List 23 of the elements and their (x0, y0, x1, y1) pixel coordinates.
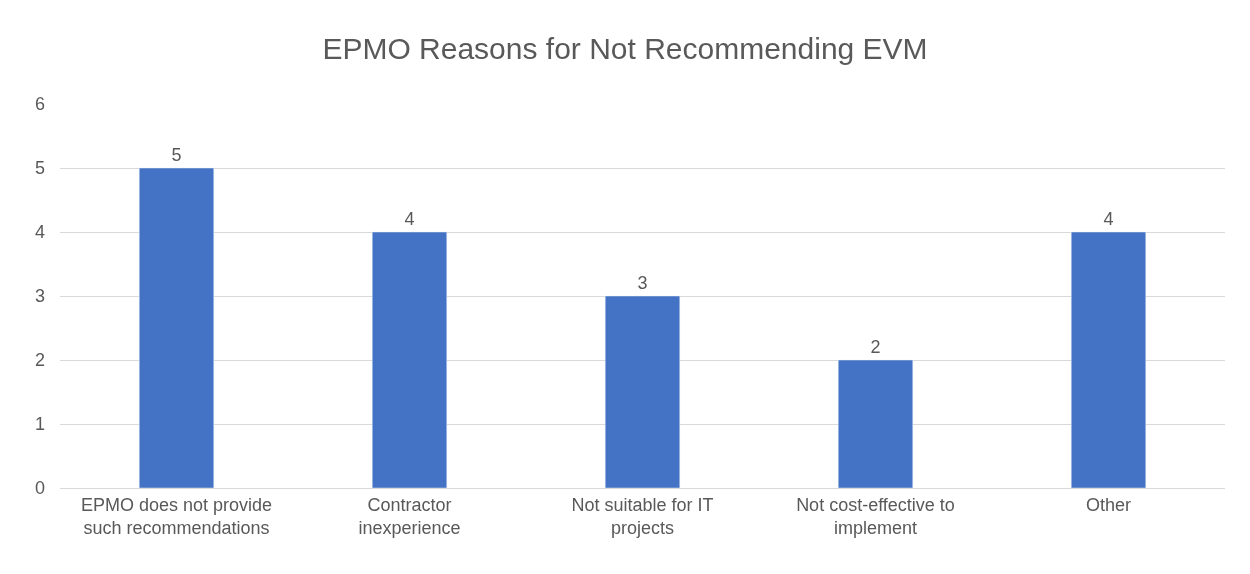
data-label: 5 (171, 145, 182, 165)
x-tick-label: EPMO does not provide such recommendations (80, 494, 273, 538)
bar (1070, 231, 1147, 488)
bar (604, 295, 681, 488)
y-tick-label: 3 (34, 286, 45, 307)
y-tick-label: 1 (34, 414, 45, 435)
x-tick-label: Not cost-effective to implement (796, 494, 955, 538)
data-label: 3 (637, 273, 648, 293)
bar (371, 231, 448, 488)
y-tick-label: 0 (34, 478, 45, 499)
y-tick-label: 6 (34, 94, 45, 115)
bar (837, 359, 914, 488)
x-tick-label: Contractor inexperience (358, 494, 461, 538)
data-label: 2 (870, 337, 881, 357)
y-tick-label: 4 (34, 222, 45, 243)
chart-title: EPMO Reasons for Not Recommending EVM (322, 32, 928, 66)
data-label: 4 (1103, 209, 1114, 229)
data-label: 4 (404, 209, 415, 229)
x-tick-label: Other (1085, 494, 1132, 515)
y-tick-label: 2 (34, 350, 45, 371)
x-tick-label: Not suitable for IT projects (571, 494, 714, 538)
bar (138, 167, 215, 488)
y-tick-label: 5 (34, 158, 45, 179)
